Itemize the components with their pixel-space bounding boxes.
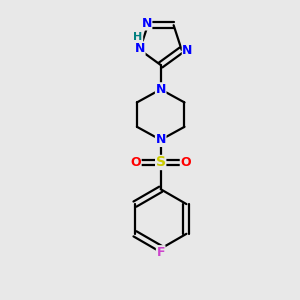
Text: N: N: [155, 83, 166, 96]
Text: N: N: [155, 134, 166, 146]
Text: F: F: [157, 246, 165, 259]
Text: H: H: [134, 32, 142, 42]
Text: N: N: [135, 42, 145, 55]
Text: S: S: [156, 155, 166, 170]
Text: O: O: [180, 156, 191, 169]
Text: N: N: [141, 17, 152, 30]
Text: N: N: [182, 44, 193, 58]
Text: O: O: [130, 156, 141, 169]
